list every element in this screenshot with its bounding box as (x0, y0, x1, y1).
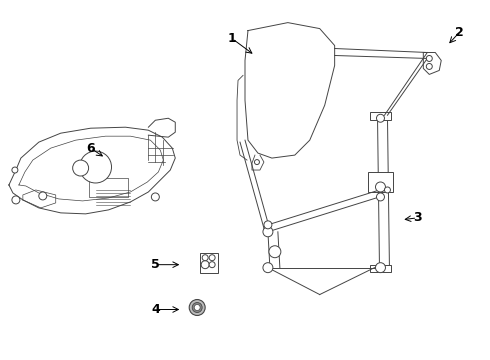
Circle shape (194, 305, 200, 310)
Bar (369, 112, 392, 120)
Circle shape (189, 300, 205, 315)
Circle shape (209, 262, 215, 268)
Text: 3: 3 (413, 211, 422, 224)
Text: 1: 1 (228, 32, 237, 45)
Bar (369, 265, 392, 272)
Circle shape (385, 187, 391, 193)
Circle shape (263, 227, 273, 237)
Circle shape (426, 63, 432, 69)
Circle shape (376, 193, 385, 201)
Circle shape (254, 159, 259, 165)
Circle shape (209, 255, 215, 261)
Circle shape (201, 261, 209, 269)
Circle shape (264, 221, 272, 229)
Circle shape (39, 192, 47, 200)
Text: 6: 6 (86, 141, 95, 155)
Circle shape (376, 114, 385, 122)
Circle shape (375, 182, 386, 192)
Circle shape (426, 55, 432, 62)
Circle shape (192, 302, 202, 312)
Circle shape (80, 151, 112, 183)
Circle shape (151, 193, 159, 201)
Text: 4: 4 (151, 303, 160, 316)
Circle shape (269, 246, 281, 258)
Circle shape (202, 255, 208, 261)
Bar (200, 253, 218, 273)
Circle shape (12, 196, 20, 204)
Circle shape (73, 160, 89, 176)
Text: 5: 5 (151, 258, 160, 271)
Circle shape (375, 263, 386, 273)
Circle shape (263, 263, 273, 273)
Text: 2: 2 (455, 26, 464, 39)
Circle shape (12, 167, 18, 173)
Bar (368, 172, 393, 192)
